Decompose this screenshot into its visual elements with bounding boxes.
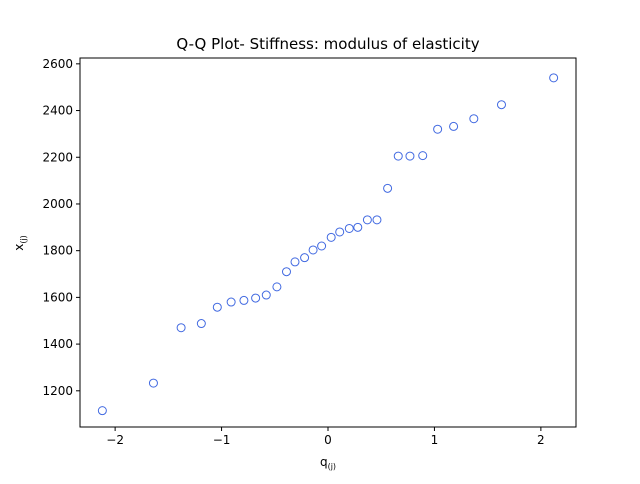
x-tick-label: −2 [106,433,124,447]
x-tick-label: −1 [213,433,231,447]
y-tick-label: 1600 [42,290,73,304]
data-point [433,124,443,134]
y-axis-ticks: 1200 1400 1600 1800 2000 2200 2400 2600 [42,57,80,398]
data-point [372,215,382,225]
data-point [469,114,479,124]
chart-title: Q-Q Plot- Stiffness: modulus of elastici… [176,35,479,53]
data-point [251,293,261,303]
data-point [335,227,345,237]
data-point [393,151,403,161]
data-point [290,257,300,267]
data-point [418,151,428,161]
data-point [549,73,559,83]
data-point [383,183,393,193]
y-tick-label: 2400 [42,104,73,118]
y-tick-label: 1800 [42,244,73,258]
x-tick-label: 1 [431,433,439,447]
data-point [97,406,107,416]
data-point [196,319,206,329]
y-axis-label-subscript: (j) [19,235,28,243]
plot-area-frame [79,57,577,428]
x-tick-label: 2 [537,433,545,447]
x-axis-label-base: q [320,455,328,469]
data-point [362,215,372,225]
data-point [405,151,415,161]
y-axis-label-base: x [12,244,26,251]
y-tick-label: 1400 [42,337,73,351]
data-point [226,297,236,307]
data-point [261,290,271,300]
data-point [281,267,291,277]
x-axis-ticks: −2 −1 0 1 2 [106,427,545,447]
y-tick-label: 2000 [42,197,73,211]
y-tick-label: 2200 [42,150,73,164]
y-tick-label: 2600 [42,57,73,71]
data-point [344,223,354,233]
y-axis-label: x(j) [12,235,28,251]
data-points [97,73,559,416]
data-point [239,295,249,305]
data-point [353,222,363,232]
data-point [317,241,327,251]
x-axis-label-subscript: (j) [328,462,336,471]
x-tick-label: 0 [324,433,332,447]
data-point [326,232,336,242]
data-point [272,282,282,292]
data-point [176,323,186,333]
data-point [212,302,222,312]
x-axis-label: q(j) [320,455,336,471]
y-tick-label: 1200 [42,384,73,398]
data-point [300,253,310,263]
data-point [496,100,506,110]
data-point [449,121,459,131]
data-point [148,378,158,388]
data-point [308,245,318,255]
